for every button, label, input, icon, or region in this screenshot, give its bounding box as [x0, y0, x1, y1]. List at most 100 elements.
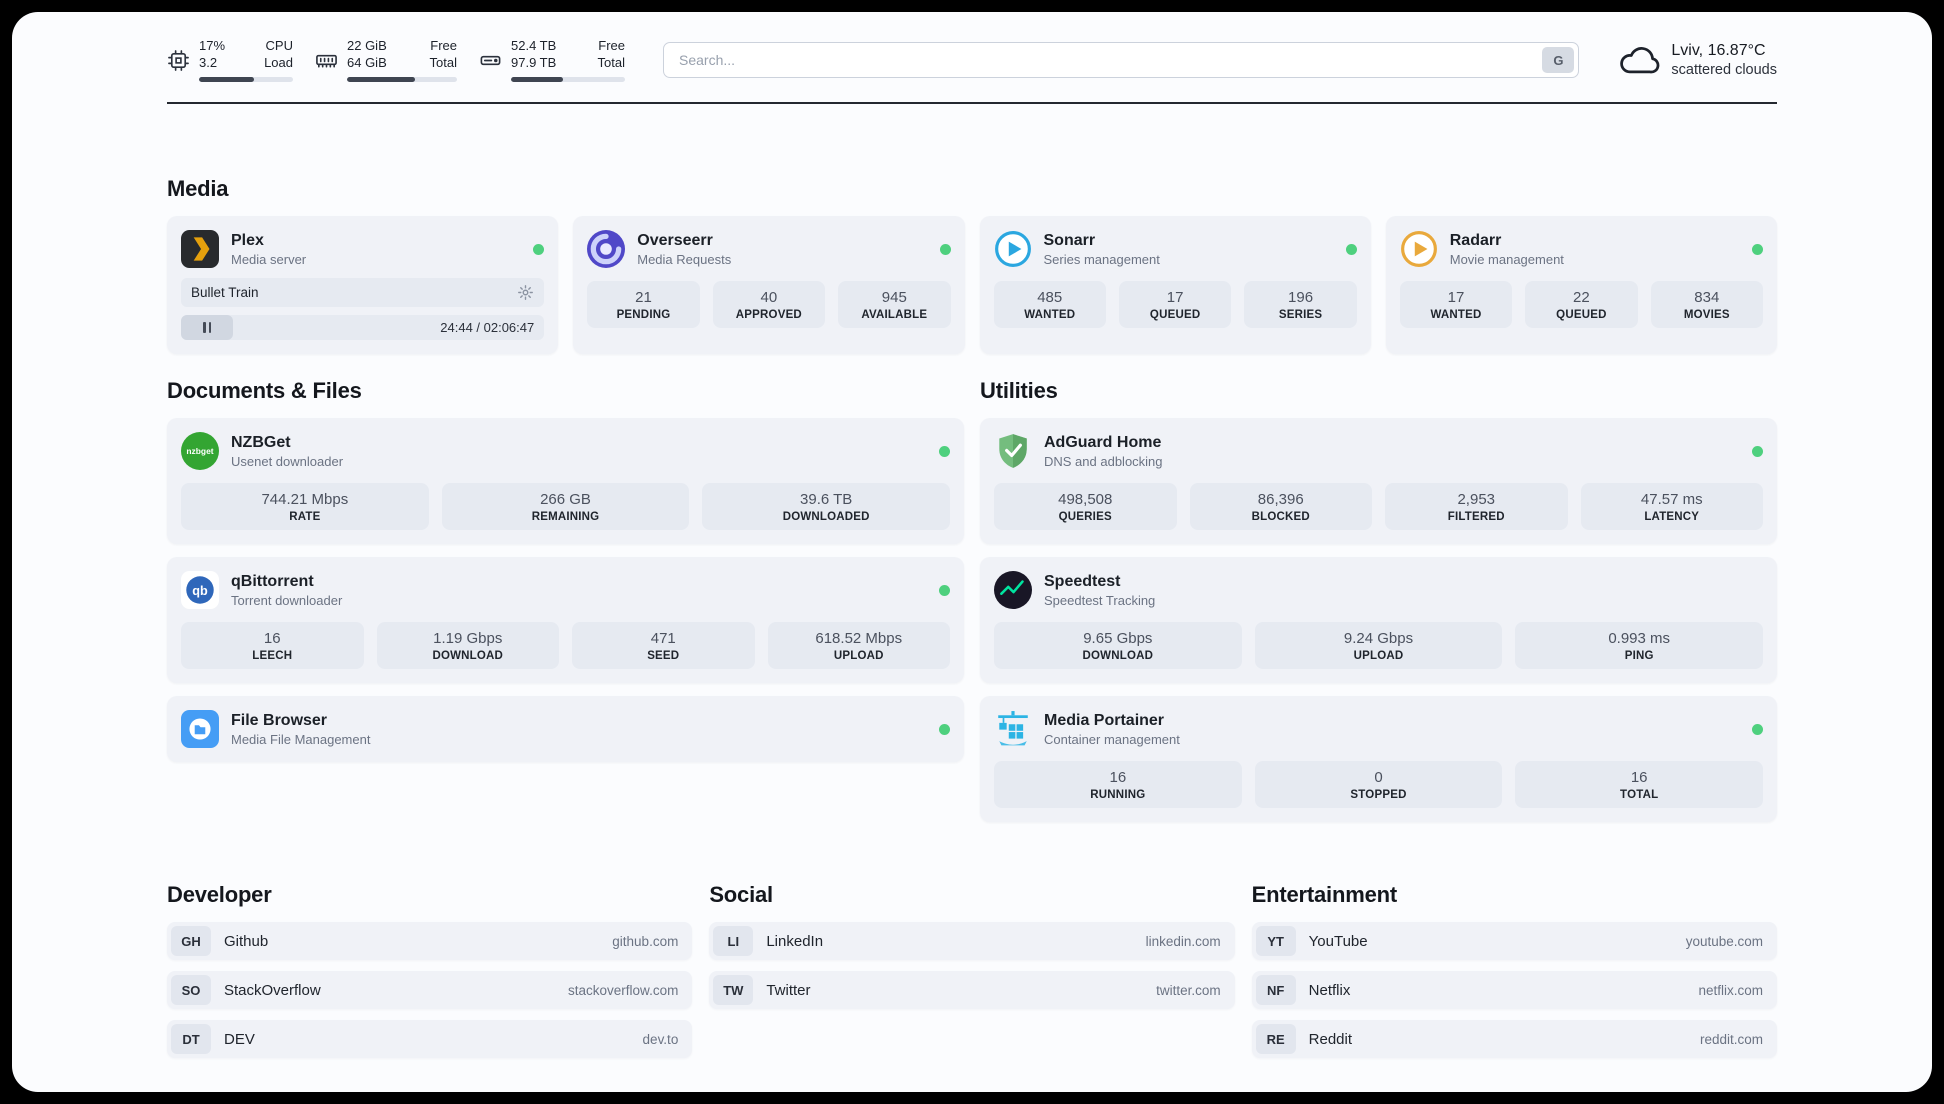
- nzbget-card[interactable]: nzbget NZBGet Usenet downloader 744.21 M…: [167, 418, 964, 544]
- weather-condition: scattered clouds: [1671, 62, 1777, 78]
- adguard-card[interactable]: AdGuard Home DNS and adblocking 498,508 …: [980, 418, 1777, 544]
- bookmark-url: netflix.com: [1698, 982, 1763, 998]
- stat-value: 471: [650, 630, 676, 647]
- app-name: Plex: [231, 231, 264, 249]
- status-dot: [1345, 243, 1357, 255]
- speedtest-card[interactable]: Speedtest Speedtest Tracking 9.65 Gbps D…: [980, 557, 1777, 683]
- stat-label: DOWNLOADED: [782, 511, 870, 523]
- disk-icon: [479, 49, 502, 72]
- bookmark-reddit[interactable]: RE Reddit reddit.com: [1251, 1020, 1777, 1058]
- bookmark-url: linkedin.com: [1145, 933, 1221, 949]
- stat-value: 834: [1694, 289, 1720, 306]
- stat-value: 16: [1109, 769, 1127, 786]
- bookmark-name: Github: [224, 932, 269, 950]
- overseerr-icon: [587, 230, 626, 268]
- stat-label: QUEUED: [1556, 309, 1607, 321]
- section-title-developer: Developer: [167, 882, 272, 907]
- search-engine-button[interactable]: G: [1542, 47, 1575, 73]
- pause-icon[interactable]: [181, 315, 233, 340]
- section-media: Media Plex Media server: [167, 176, 1777, 354]
- app-subtitle: Series management: [1043, 252, 1160, 268]
- bookmark-linkedin[interactable]: LI LinkedIn linkedin.com: [709, 922, 1235, 960]
- stat-box: 945 AVAILABLE: [838, 281, 951, 328]
- app-name: Media Portainer: [1044, 711, 1165, 729]
- stat-label: UPLOAD: [833, 650, 884, 662]
- bookmark-dev[interactable]: DT DEV dev.to: [167, 1020, 693, 1058]
- bookmark-name: Reddit: [1308, 1030, 1353, 1048]
- section-utilities: Utilities: [980, 378, 1777, 822]
- search-bar: G: [663, 42, 1580, 78]
- ram-usage-widget: 22 GiB 64 GiB Free Total: [315, 38, 457, 82]
- svg-text:nzbget: nzbget: [186, 446, 213, 456]
- stat-value: 21: [635, 289, 652, 306]
- bookmark-badge: YT: [1255, 926, 1296, 956]
- bookmark-netflix[interactable]: NF Netflix netflix.com: [1251, 971, 1777, 1009]
- stat-label: SEED: [647, 650, 680, 662]
- stat-value: 196: [1288, 289, 1314, 306]
- nzbget-icon: nzbget: [181, 432, 219, 470]
- stat-label: PING: [1624, 650, 1654, 662]
- search-input[interactable]: [663, 42, 1580, 78]
- bookmark-name: Twitter: [766, 981, 811, 999]
- bookmark-stackoverflow[interactable]: SO StackOverflow stackoverflow.com: [167, 971, 693, 1009]
- plex-icon: [181, 230, 219, 268]
- bookmark-url: dev.to: [642, 1031, 679, 1047]
- portainer-card[interactable]: Media Portainer Container management 16 …: [980, 696, 1777, 822]
- bookmark-badge: LI: [713, 926, 754, 956]
- stat-value: 618.52 Mbps: [815, 630, 903, 647]
- stat-label: STOPPED: [1350, 789, 1407, 801]
- stat-label: MOVIES: [1683, 309, 1730, 321]
- stat-label: TOTAL: [1620, 789, 1659, 801]
- bookmark-github[interactable]: GH Github github.com: [167, 922, 693, 960]
- plex-card[interactable]: Plex Media server Bullet Train: [167, 216, 559, 354]
- stat-value: 498,508: [1058, 491, 1113, 508]
- svg-text:qb: qb: [192, 584, 208, 598]
- disk-progress-bar: [511, 76, 625, 82]
- disk-usage-widget: 52.4 TB 97.9 TB Free Total: [479, 38, 625, 82]
- header-divider: [167, 102, 1777, 104]
- stat-box: 17 WANTED: [1399, 281, 1513, 328]
- bookmark-twitter[interactable]: TW Twitter twitter.com: [709, 971, 1235, 1009]
- stat-value: 0: [1374, 769, 1383, 786]
- weather-location: Lviv, 16.87°C: [1671, 42, 1766, 59]
- app-subtitle: Container management: [1044, 732, 1180, 748]
- bookmark-youtube[interactable]: YT YouTube youtube.com: [1251, 922, 1777, 960]
- stat-label: UPLOAD: [1353, 650, 1404, 662]
- speedtest-icon: [994, 571, 1032, 609]
- bookmark-badge: TW: [713, 975, 754, 1005]
- stat-label: APPROVED: [735, 309, 802, 321]
- status-dot: [1752, 723, 1763, 735]
- bookmark-badge: RE: [1255, 1024, 1296, 1054]
- playback-progress: 24:44 / 02:06:47: [181, 315, 545, 340]
- overseerr-card[interactable]: Overseerr Media Requests 21 PENDING 40 A…: [573, 216, 965, 354]
- stat-box: 39.6 TB DOWNLOADED: [702, 483, 951, 530]
- ram-icon: [315, 49, 338, 72]
- bookmark-badge: GH: [171, 926, 211, 956]
- stat-box: 485 WANTED: [993, 281, 1106, 328]
- stat-box: 17 QUEUED: [1118, 281, 1232, 328]
- gear-icon[interactable]: [517, 284, 534, 301]
- section-title-entertainment: Entertainment: [1251, 882, 1398, 907]
- qbittorrent-card[interactable]: qb qBittorrent Torrent downloader 16: [167, 557, 964, 683]
- sonarr-card[interactable]: Sonarr Series management 485 WANTED 17 Q…: [979, 216, 1371, 354]
- stat-label: PENDING: [616, 309, 671, 321]
- playback-time: 24:44 / 02:06:47: [440, 320, 535, 335]
- app-name: Overseerr: [637, 231, 713, 249]
- qbittorrent-icon: qb: [181, 571, 219, 609]
- stat-box: 266 GB REMAINING: [441, 483, 690, 530]
- stat-label: LEECH: [252, 650, 293, 662]
- stat-box: 744.21 Mbps RATE: [181, 483, 429, 530]
- radarr-card[interactable]: Radarr Movie management 17 WANTED 22 QUE…: [1385, 216, 1777, 354]
- stat-box: 9.24 Gbps UPLOAD: [1254, 622, 1503, 669]
- stat-label: DOWNLOAD: [432, 650, 504, 662]
- status-dot: [533, 243, 545, 255]
- dashboard-page: 17% 3.2 CPU Load: [12, 12, 1932, 1092]
- bookmark-badge: NF: [1255, 975, 1296, 1005]
- bookmark-badge: DT: [171, 1024, 211, 1054]
- filebrowser-card[interactable]: File Browser Media File Management: [167, 696, 964, 762]
- bookmark-url: twitter.com: [1156, 982, 1221, 998]
- stat-value: 17: [1447, 289, 1465, 306]
- stat-value: 1.19 Gbps: [433, 630, 503, 647]
- stat-box: 16 RUNNING: [994, 761, 1242, 808]
- stat-value: 0.993 ms: [1608, 630, 1671, 647]
